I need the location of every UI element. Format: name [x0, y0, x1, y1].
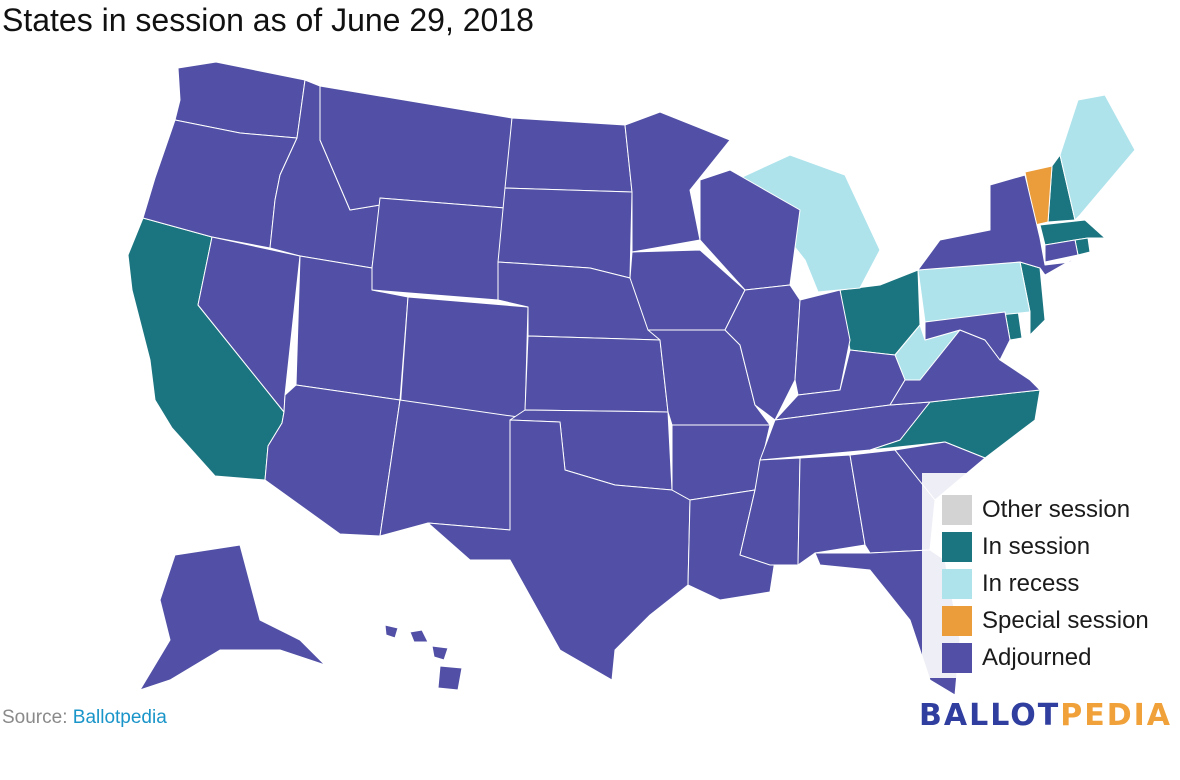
state-kansas: Kansas	[524, 335, 669, 413]
state-texas: Texas	[427, 419, 691, 681]
source-credit: Source: Ballotpedia	[2, 707, 167, 729]
state-alabama: Alabama	[797, 454, 866, 566]
state-indiana: Indiana	[794, 289, 851, 396]
state-arizona: Arizona	[264, 384, 401, 537]
state-pennsylvania: Pennsylvania	[917, 261, 1031, 323]
source-prefix: Source:	[2, 707, 73, 728]
state-connecticut: Connecticut	[1044, 239, 1079, 263]
logo-pedia: PEDIA	[1060, 698, 1172, 733]
state-colorado: Colorado	[399, 296, 529, 419]
state-south-carolina: South Carolina	[894, 441, 986, 501]
legend-item-in-recess: In recess	[942, 569, 1079, 599]
legend-swatch	[942, 606, 972, 636]
legend-swatch	[942, 495, 972, 525]
logo-ballot: BALLOT	[919, 698, 1061, 733]
state-hawaii: Hawaii	[384, 624, 463, 691]
legend-item-other-session: Other session	[942, 495, 1130, 525]
legend-item-adjourned: Adjourned	[942, 643, 1091, 673]
legend-label: Other session	[982, 496, 1131, 523]
state-wyoming: Wyoming	[371, 197, 506, 301]
state-new-mexico: New Mexico	[379, 399, 526, 537]
legend-label: In session	[982, 533, 1091, 560]
state-michigan: Michigan	[739, 154, 881, 293]
state-north-dakota: North Dakota	[504, 117, 633, 193]
state-minnesota: Minnesota	[624, 111, 731, 253]
legend: Other session In session In recess Speci…	[922, 473, 1170, 678]
legend-swatch	[942, 643, 972, 673]
state-maine: Maine	[1059, 94, 1136, 221]
source-link[interactable]: Ballotpedia	[72, 707, 167, 728]
legend-item-special-session: Special session	[942, 606, 1149, 636]
legend-item-in-session: In session	[942, 532, 1090, 562]
state-montana: Montana	[319, 85, 513, 211]
legend-swatch	[942, 569, 972, 599]
legend-label: Special session	[982, 607, 1149, 634]
state-new-york: New York	[917, 174, 1081, 276]
ballotpedia-logo: BALLOTPEDIA	[919, 698, 1172, 733]
state-maryland: Maryland	[924, 311, 1011, 361]
map-title: States in session as of June 29, 2018	[2, 2, 534, 38]
legend-label: Adjourned	[982, 644, 1092, 671]
legend-label: In recess	[982, 570, 1080, 597]
legend-swatch	[942, 532, 972, 562]
state-alaska: Alaska	[139, 544, 326, 691]
